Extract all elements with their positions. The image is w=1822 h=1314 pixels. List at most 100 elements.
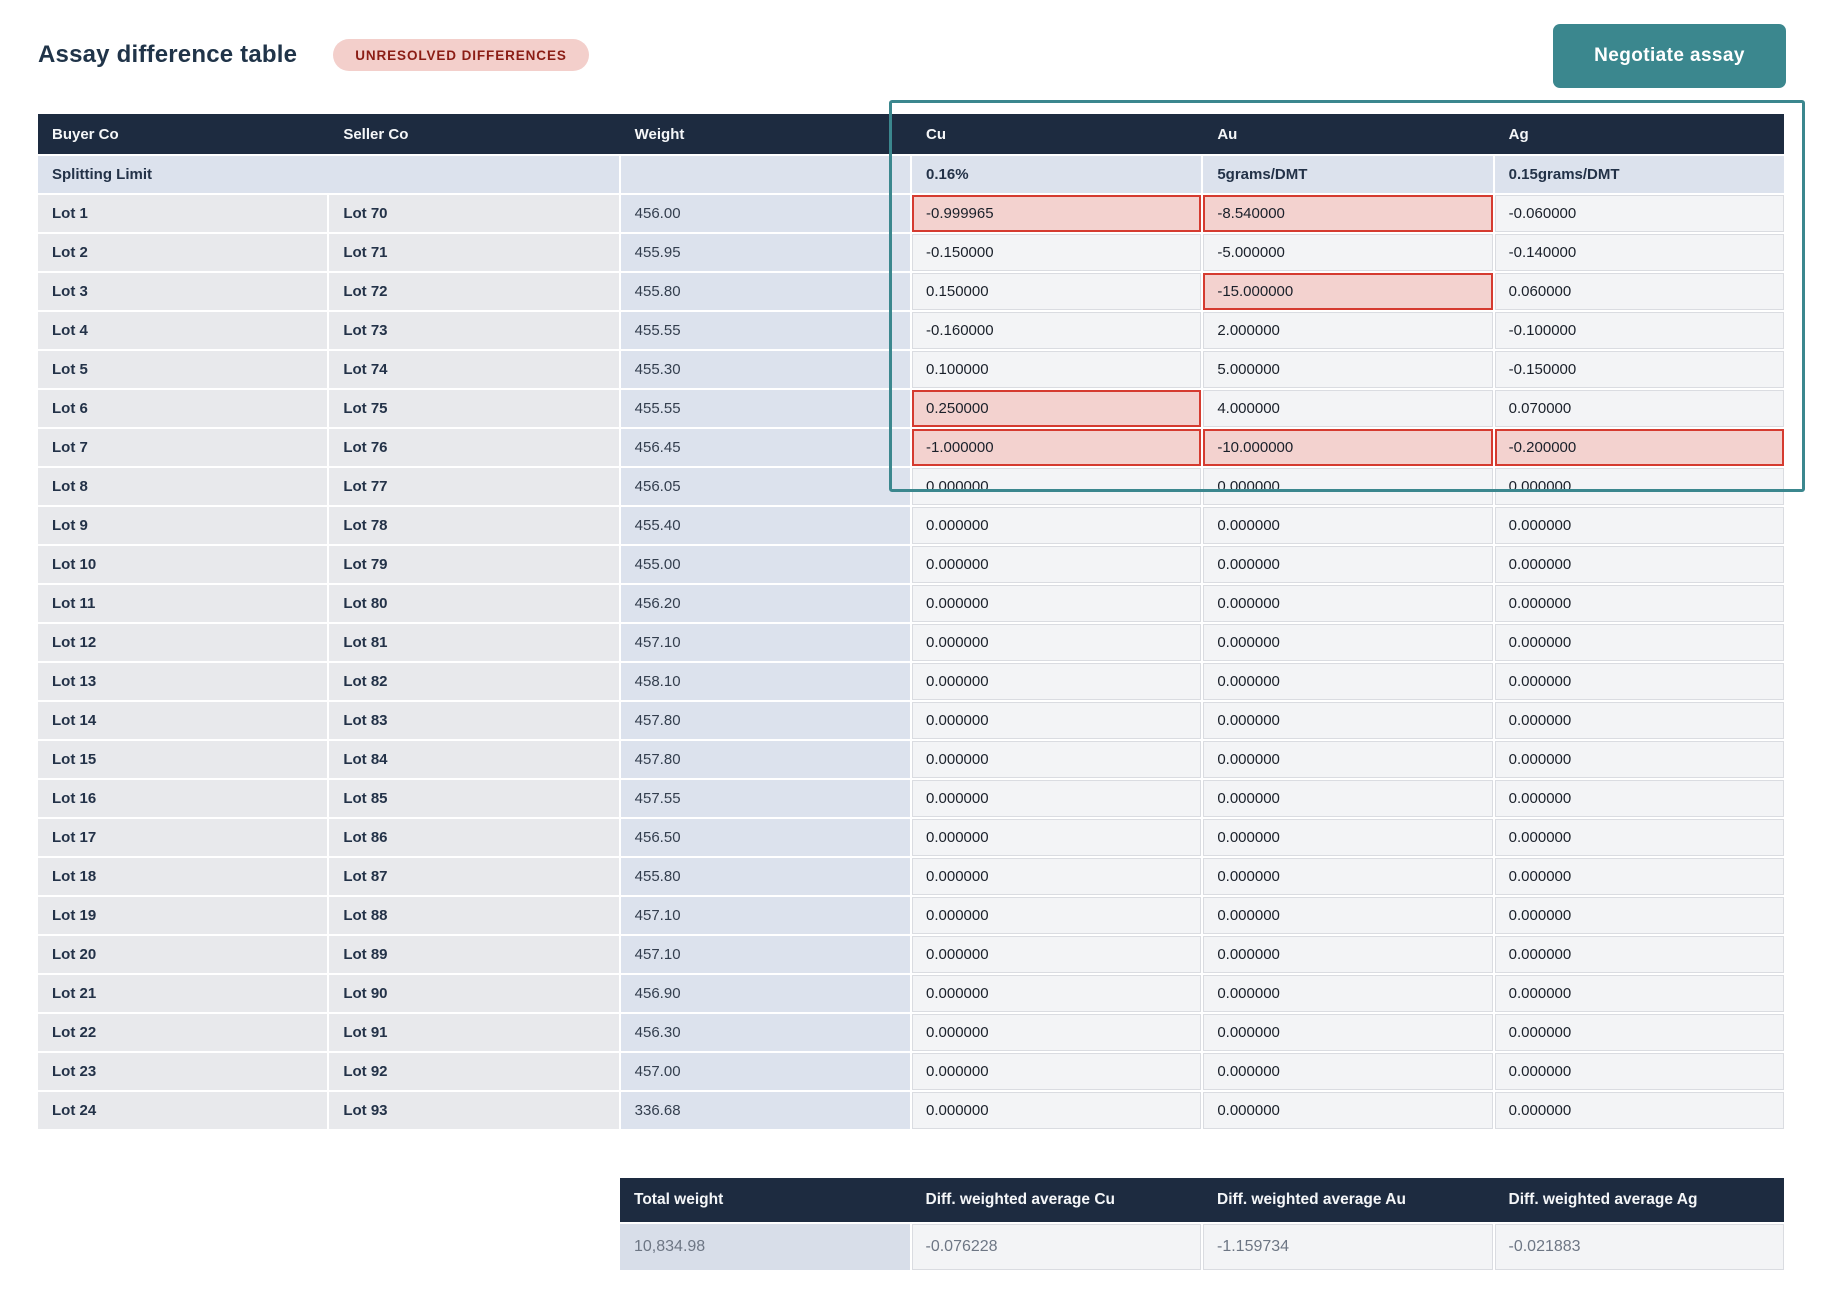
- table-row: Lot 12 Lot 81 457.10 0.000000 0.000000 0…: [38, 624, 1784, 661]
- buyer-lot-cell: Lot 8: [38, 468, 328, 505]
- au-diff-cell: 0.000000: [1203, 936, 1493, 973]
- cu-diff-cell: 0.000000: [912, 975, 1202, 1012]
- ag-diff-cell: 0.060000: [1494, 273, 1784, 310]
- au-diff-cell: 0.000000: [1203, 702, 1493, 739]
- seller-lot-cell: Lot 70: [329, 195, 619, 232]
- buyer-lot-cell: Lot 5: [38, 351, 328, 388]
- au-diff-cell: 0.000000: [1203, 1092, 1493, 1129]
- au-diff-cell: 0.000000: [1203, 741, 1493, 778]
- cu-diff-cell: 0.250000: [912, 390, 1202, 427]
- ag-diff-cell: -0.100000: [1494, 312, 1784, 349]
- ag-diff-cell: 0.000000: [1494, 507, 1784, 544]
- buyer-lot-cell: Lot 2: [38, 234, 328, 271]
- weight-cell: 455.00: [620, 546, 910, 583]
- seller-lot-cell: Lot 79: [329, 546, 619, 583]
- weight-cell: 455.95: [620, 234, 910, 271]
- cu-diff-cell: 0.000000: [912, 1014, 1202, 1051]
- table-row: Lot 9 Lot 78 455.40 0.000000 0.000000 0.…: [38, 507, 1784, 544]
- assay-difference-table: Buyer Co Seller Co Weight Cu Au Ag Split…: [38, 114, 1784, 1131]
- seller-lot-cell: Lot 77: [329, 468, 619, 505]
- ag-diff-cell: 0.000000: [1494, 702, 1784, 739]
- table-row: Lot 19 Lot 88 457.10 0.000000 0.000000 0…: [38, 897, 1784, 934]
- ag-diff-cell: 0.000000: [1494, 780, 1784, 817]
- au-diff-cell: 0.000000: [1203, 585, 1493, 622]
- weight-cell: 455.55: [620, 312, 910, 349]
- splitting-limit-row: Splitting Limit 0.16% 5grams/DMT 0.15gra…: [38, 156, 1784, 193]
- table-row: Lot 15 Lot 84 457.80 0.000000 0.000000 0…: [38, 741, 1784, 778]
- splitting-limit-cu: 0.16%: [912, 156, 1202, 193]
- seller-lot-cell: Lot 74: [329, 351, 619, 388]
- table-row: Lot 7 Lot 76 456.45 -1.000000 -10.000000…: [38, 429, 1784, 466]
- seller-lot-cell: Lot 82: [329, 663, 619, 700]
- negotiate-assay-button[interactable]: Negotiate assay: [1553, 24, 1786, 88]
- summary-header-row: Total weight Diff. weighted average Cu D…: [620, 1178, 1784, 1222]
- table-row: Lot 1 Lot 70 456.00 -0.999965 -8.540000 …: [38, 195, 1784, 232]
- table-row: Lot 20 Lot 89 457.10 0.000000 0.000000 0…: [38, 936, 1784, 973]
- buyer-lot-cell: Lot 23: [38, 1053, 328, 1090]
- buyer-lot-cell: Lot 18: [38, 858, 328, 895]
- summary-header-avg-au: Diff. weighted average Au: [1217, 1191, 1406, 1208]
- summary-header-avg-ag: Diff. weighted average Ag: [1508, 1191, 1698, 1208]
- cu-diff-cell: 0.000000: [912, 1092, 1202, 1129]
- seller-lot-cell: Lot 76: [329, 429, 619, 466]
- au-diff-cell: 0.000000: [1203, 468, 1493, 505]
- weight-cell: 456.50: [620, 819, 910, 856]
- seller-lot-cell: Lot 92: [329, 1053, 619, 1090]
- table-row: Lot 18 Lot 87 455.80 0.000000 0.000000 0…: [38, 858, 1784, 895]
- au-diff-cell: 0.000000: [1203, 897, 1493, 934]
- ag-diff-cell: 0.000000: [1494, 936, 1784, 973]
- splitting-limit-weight-cell: [620, 156, 910, 193]
- table-row: Lot 10 Lot 79 455.00 0.000000 0.000000 0…: [38, 546, 1784, 583]
- seller-lot-cell: Lot 80: [329, 585, 619, 622]
- buyer-lot-cell: Lot 10: [38, 546, 328, 583]
- ag-diff-cell: 0.000000: [1494, 624, 1784, 661]
- weight-cell: 456.45: [620, 429, 910, 466]
- avg-cu-value: -0.076228: [911, 1224, 1201, 1270]
- ag-diff-cell: -0.060000: [1494, 195, 1784, 232]
- seller-lot-cell: Lot 91: [329, 1014, 619, 1051]
- summary-header-total-weight: Total weight: [634, 1191, 724, 1208]
- table-row: Lot 14 Lot 83 457.80 0.000000 0.000000 0…: [38, 702, 1784, 739]
- cu-diff-cell: -1.000000: [912, 429, 1202, 466]
- au-diff-cell: 0.000000: [1203, 975, 1493, 1012]
- weight-cell: 457.10: [620, 936, 910, 973]
- total-weight-value: 10,834.98: [620, 1224, 910, 1270]
- table-row: Lot 6 Lot 75 455.55 0.250000 4.000000 0.…: [38, 390, 1784, 427]
- table-header-row: Buyer Co Seller Co Weight Cu Au Ag: [38, 114, 1784, 154]
- ag-diff-cell: 0.000000: [1494, 741, 1784, 778]
- buyer-lot-cell: Lot 16: [38, 780, 328, 817]
- buyer-lot-cell: Lot 9: [38, 507, 328, 544]
- au-diff-cell: -15.000000: [1203, 273, 1493, 310]
- page-title: Assay difference table: [38, 41, 298, 68]
- buyer-lot-cell: Lot 4: [38, 312, 328, 349]
- column-header-cu: Cu: [926, 125, 946, 143]
- seller-lot-cell: Lot 93: [329, 1092, 619, 1129]
- au-diff-cell: 0.000000: [1203, 546, 1493, 583]
- ag-diff-cell: 0.000000: [1494, 468, 1784, 505]
- buyer-lot-cell: Lot 12: [38, 624, 328, 661]
- column-header-seller-co: Seller Co: [343, 125, 409, 143]
- buyer-lot-cell: Lot 24: [38, 1092, 328, 1129]
- splitting-limit-label: Splitting Limit: [38, 156, 619, 193]
- seller-lot-cell: Lot 89: [329, 936, 619, 973]
- au-diff-cell: 4.000000: [1203, 390, 1493, 427]
- weight-cell: 457.80: [620, 702, 910, 739]
- ag-diff-cell: 0.000000: [1494, 897, 1784, 934]
- ag-diff-cell: 0.000000: [1494, 585, 1784, 622]
- ag-diff-cell: 0.000000: [1494, 1053, 1784, 1090]
- cu-diff-cell: 0.000000: [912, 624, 1202, 661]
- au-diff-cell: 0.000000: [1203, 858, 1493, 895]
- cu-diff-cell: 0.000000: [912, 1053, 1202, 1090]
- table-row: Lot 5 Lot 74 455.30 0.100000 5.000000 -0…: [38, 351, 1784, 388]
- table-row: Lot 17 Lot 86 456.50 0.000000 0.000000 0…: [38, 819, 1784, 856]
- seller-lot-cell: Lot 72: [329, 273, 619, 310]
- weight-cell: 456.90: [620, 975, 910, 1012]
- table-row: Lot 16 Lot 85 457.55 0.000000 0.000000 0…: [38, 780, 1784, 817]
- seller-lot-cell: Lot 88: [329, 897, 619, 934]
- summary-values-row: 10,834.98 -0.076228 -1.159734 -0.021883: [620, 1224, 1784, 1270]
- weight-cell: 457.10: [620, 897, 910, 934]
- au-diff-cell: -8.540000: [1203, 195, 1493, 232]
- table-row: Lot 23 Lot 92 457.00 0.000000 0.000000 0…: [38, 1053, 1784, 1090]
- ag-diff-cell: 0.070000: [1494, 390, 1784, 427]
